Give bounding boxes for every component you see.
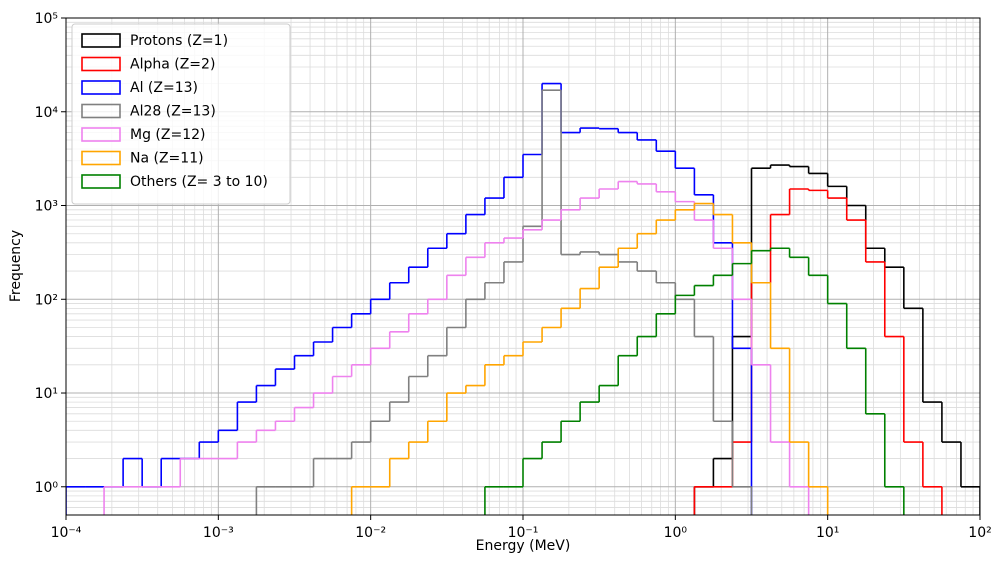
- x-tick-label: 10⁻⁴: [51, 525, 82, 541]
- legend-label: Alpha (Z=2): [130, 57, 215, 73]
- series: [693, 164, 980, 515]
- legend-label: Na (Z=11): [130, 151, 204, 167]
- x-tick-label: 10⁰: [664, 525, 688, 541]
- legend-swatch: [81, 174, 121, 189]
- legend-swatch: [81, 150, 121, 166]
- y-tick-label: 10⁴: [35, 105, 59, 121]
- x-axis-label: Energy (MeV): [476, 538, 571, 554]
- y-axis-label: Frequency: [8, 230, 24, 302]
- series: [350, 202, 829, 515]
- y-tick-label: 10⁰: [35, 480, 59, 496]
- legend-label: Protons (Z=1): [130, 33, 228, 49]
- legend-label: Others (Z= 3 to 10): [130, 174, 268, 190]
- legend-label: Al (Z=13): [130, 80, 198, 96]
- legend-box: [71, 23, 291, 205]
- x-tick-label: 10²: [968, 525, 991, 541]
- series: [255, 89, 753, 515]
- legend-swatch: [81, 127, 121, 142]
- legend-label: Al28 (Z=13): [130, 104, 216, 120]
- x-tick-label: 10¹: [816, 525, 839, 541]
- series: [484, 247, 905, 515]
- y-tick-label: 10¹: [35, 386, 58, 402]
- x-tick-label: 10⁻³: [203, 525, 234, 541]
- y-tick-label: 10²: [35, 292, 58, 308]
- legend-swatch: [81, 80, 121, 95]
- grid: [65, 17, 981, 515]
- y-tick-label: 10³: [35, 199, 58, 215]
- x-tick-label: 10⁻¹: [508, 525, 539, 541]
- y-tick-label: 10⁵: [35, 11, 58, 27]
- series: [693, 188, 943, 515]
- legend-swatch: [81, 56, 121, 72]
- legend-swatch: [81, 33, 121, 48]
- legend: Protons (Z=1) Alpha (Z=2) Al (Z=13) Al28 (Z…: [71, 23, 291, 205]
- legend-label: Mg (Z=12): [130, 127, 205, 143]
- x-tick-label: 10⁻²: [355, 525, 386, 541]
- plot-frame: [65, 17, 981, 516]
- legend-swatch: [81, 103, 121, 119]
